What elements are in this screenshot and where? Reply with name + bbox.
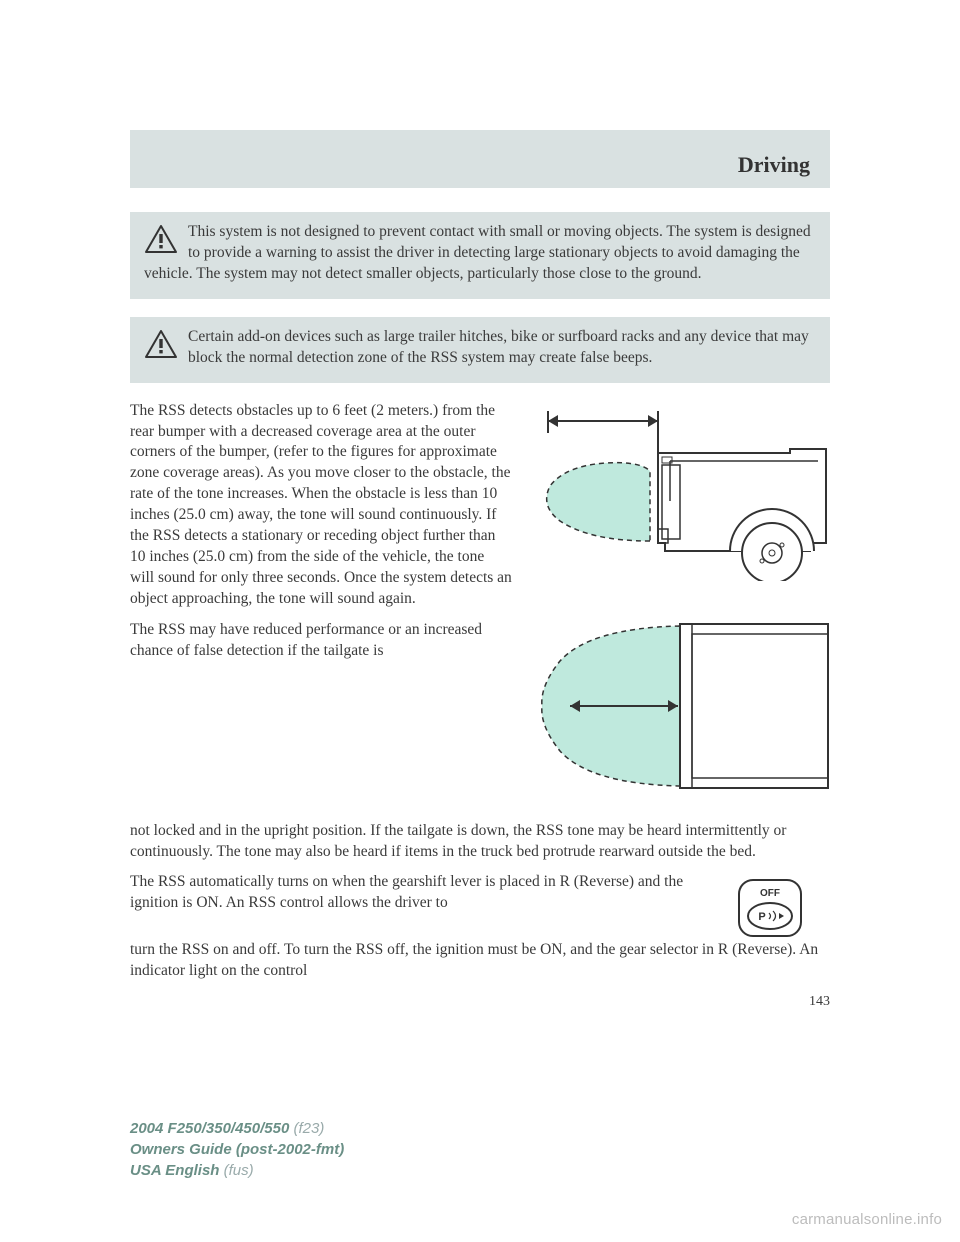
warning-box-1: This system is not designed to prevent c… bbox=[130, 212, 830, 299]
footer-lang: USA English bbox=[130, 1162, 219, 1179]
section-header: Driving bbox=[130, 130, 830, 188]
rss-button-diagram: OFF P bbox=[710, 872, 830, 940]
paragraph-2b: not locked and in the upright position. … bbox=[130, 821, 830, 863]
warning-icon bbox=[144, 224, 178, 261]
warning-text-2: Certain add-on devices such as large tra… bbox=[188, 328, 809, 366]
warning-text-1: This system is not designed to prevent c… bbox=[144, 223, 811, 282]
footer-model: 2004 F250/350/450/550 bbox=[130, 1120, 289, 1137]
footer: 2004 F250/350/450/550 (f23) Owners Guide… bbox=[130, 1118, 344, 1181]
rss-button-row: The RSS automatically turns on when the … bbox=[130, 872, 830, 940]
paragraph-2a: The RSS may have reduced performance or … bbox=[130, 620, 512, 662]
body-text-column: The RSS detects obstacles up to 6 feet (… bbox=[130, 401, 512, 811]
footer-line-2: Owners Guide (post-2002-fmt) bbox=[130, 1139, 344, 1160]
paragraph-3b: turn the RSS on and off. To turn the RSS… bbox=[130, 940, 830, 982]
body-section: The RSS detects obstacles up to 6 feet (… bbox=[130, 401, 830, 811]
paragraph-1: The RSS detects obstacles up to 6 feet (… bbox=[130, 401, 512, 610]
rss-top-view-diagram bbox=[530, 606, 830, 811]
footer-code-2: (fus) bbox=[224, 1162, 254, 1179]
paragraph-3a: The RSS automatically turns on when the … bbox=[130, 872, 692, 940]
footer-code-1: (f23) bbox=[293, 1120, 324, 1137]
off-label: OFF bbox=[760, 888, 780, 899]
p-label: P bbox=[758, 911, 765, 923]
page-content: Driving This system is not designed to p… bbox=[130, 130, 830, 1010]
page-number: 143 bbox=[130, 994, 830, 1010]
rss-side-view-diagram bbox=[530, 401, 830, 586]
warning-box-2: Certain add-on devices such as large tra… bbox=[130, 317, 830, 383]
section-title: Driving bbox=[738, 152, 810, 178]
footer-line-3: USA English (fus) bbox=[130, 1160, 344, 1181]
watermark: carmanualsonline.info bbox=[792, 1211, 942, 1228]
footer-line-1: 2004 F250/350/450/550 (f23) bbox=[130, 1118, 344, 1139]
warning-icon bbox=[144, 329, 178, 366]
diagram-column bbox=[530, 401, 830, 811]
